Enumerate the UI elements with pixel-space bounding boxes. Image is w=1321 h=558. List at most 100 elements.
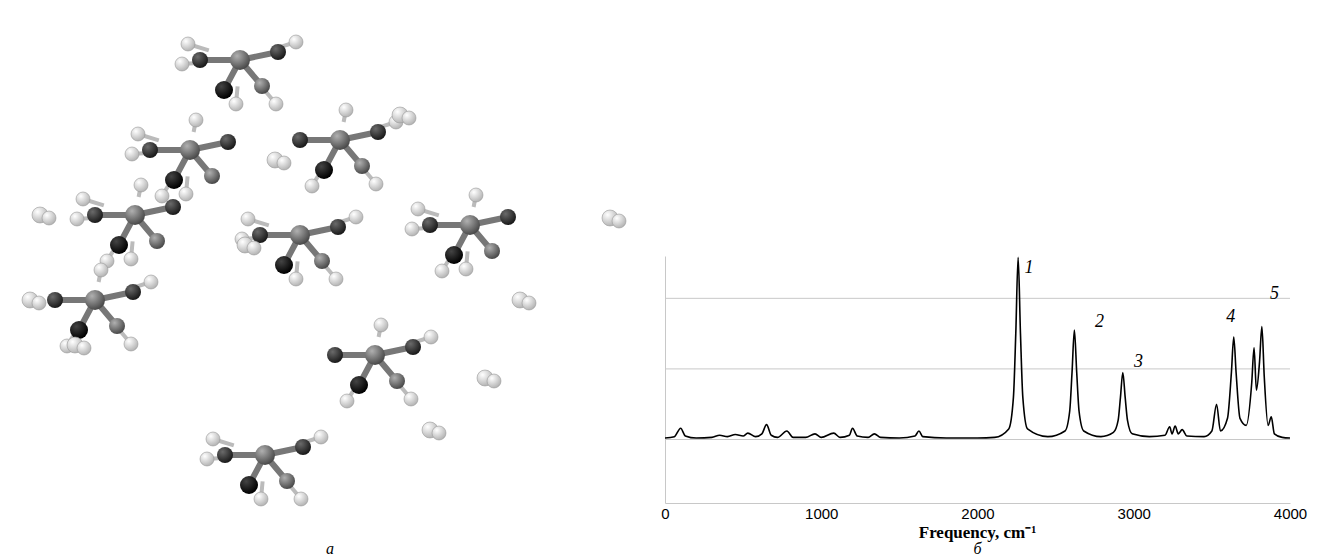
hydrogen-atom — [206, 432, 220, 446]
panel-label: б — [973, 540, 982, 557]
central-atom — [290, 225, 310, 245]
x-tick-label: 2000 — [961, 505, 994, 522]
atom — [314, 253, 330, 269]
hydrogen-atom — [94, 263, 108, 277]
central-atom — [365, 345, 385, 365]
grid-line — [665, 298, 1290, 299]
hydrogen-atom — [175, 57, 189, 71]
atom — [240, 476, 258, 494]
x-tick: 3000 — [1118, 503, 1151, 522]
atom — [215, 81, 233, 99]
molecule-unit — [327, 318, 438, 408]
x-tick-label: 4000 — [1274, 505, 1307, 522]
central-atom — [330, 130, 350, 150]
water-atom — [32, 296, 46, 310]
hydrogen-atom — [314, 430, 328, 444]
hydrogen-atom — [144, 275, 158, 289]
atom — [422, 217, 438, 233]
x-tick-label: 1000 — [805, 505, 838, 522]
atom — [292, 132, 308, 148]
hydrogen-atom — [124, 337, 138, 351]
x-tick: 1000 — [805, 503, 838, 522]
hydrogen-atom — [254, 492, 268, 506]
atom — [445, 246, 463, 264]
grid-line — [665, 439, 1290, 440]
atom — [315, 161, 333, 179]
atom — [142, 142, 158, 158]
hydrogen-atom — [329, 272, 343, 286]
peak-label: 3 — [1133, 351, 1143, 371]
molecular-structure — [22, 35, 626, 506]
atom — [354, 158, 370, 174]
atom — [217, 447, 233, 463]
water-atom — [247, 241, 261, 255]
atom — [484, 243, 500, 259]
atom — [389, 373, 405, 389]
atom — [275, 256, 293, 274]
atom — [327, 347, 343, 363]
hydrogen-atom — [134, 178, 148, 192]
hydrogen-atom — [405, 222, 419, 236]
hydrogen-atom — [339, 103, 353, 117]
hydrogen-atom — [424, 330, 438, 344]
y-axis-line — [665, 257, 666, 504]
water-atom — [277, 156, 291, 170]
x-axis: 0 1000 2000 3000 4000 — [661, 503, 1307, 522]
atom — [204, 168, 220, 184]
hydrogen-atom — [294, 492, 308, 506]
central-atom — [180, 140, 200, 160]
x-tick-label: 3000 — [1118, 505, 1151, 522]
peak-label: 4 — [1226, 306, 1235, 326]
atom — [149, 233, 165, 249]
peak-label: 1 — [1025, 257, 1034, 277]
x-tick: 0 — [661, 503, 669, 522]
water-atom — [42, 211, 56, 225]
hydrogen-atom — [179, 187, 193, 201]
atom — [47, 292, 63, 308]
hydrogen-atom — [200, 452, 214, 466]
atom — [70, 321, 88, 339]
water-atom — [487, 374, 501, 388]
hydrogen-atom — [435, 264, 449, 278]
hydrogen-atom — [76, 192, 90, 206]
water-atom — [612, 214, 626, 228]
atom — [165, 199, 181, 215]
molecule-unit — [200, 430, 328, 506]
hydrogen-atom — [189, 113, 203, 127]
central-atom — [230, 50, 250, 70]
atom — [110, 236, 128, 254]
atom — [254, 78, 270, 94]
atom — [370, 124, 386, 140]
spectrum-chart: 0100020003000400012345Frequency, cm⁻¹ — [661, 257, 1307, 543]
peak-label: 2 — [1095, 311, 1104, 331]
atom — [350, 376, 368, 394]
peak-label: 5 — [1270, 283, 1279, 303]
molecule-unit — [235, 210, 363, 286]
figure: 0100020003000400012345Frequency, cm⁻¹аб — [0, 0, 1321, 558]
molecule-unit — [405, 188, 516, 278]
hydrogen-atom — [70, 212, 84, 226]
hydrogen-atom — [340, 394, 354, 408]
water-atom — [522, 296, 536, 310]
atom — [295, 439, 311, 455]
hydrogen-atom — [269, 97, 283, 111]
atom — [192, 52, 208, 68]
atom — [270, 44, 286, 60]
y-axis — [665, 257, 667, 504]
hydrogen-atom — [289, 272, 303, 286]
central-atom — [460, 215, 480, 235]
atom — [125, 284, 141, 300]
atom — [279, 473, 295, 489]
molecule-unit — [292, 103, 403, 193]
spectrum-line — [665, 257, 1290, 438]
hydrogen-atom — [369, 177, 383, 191]
atom — [405, 339, 421, 355]
grid — [665, 298, 1290, 439]
x-tick: 4000 — [1274, 503, 1307, 522]
panel-label: а — [326, 540, 334, 557]
molecule-unit — [125, 113, 236, 203]
central-atom — [255, 445, 275, 465]
atom — [165, 171, 183, 189]
molecule-unit — [175, 35, 303, 111]
hydrogen-atom — [459, 262, 473, 276]
